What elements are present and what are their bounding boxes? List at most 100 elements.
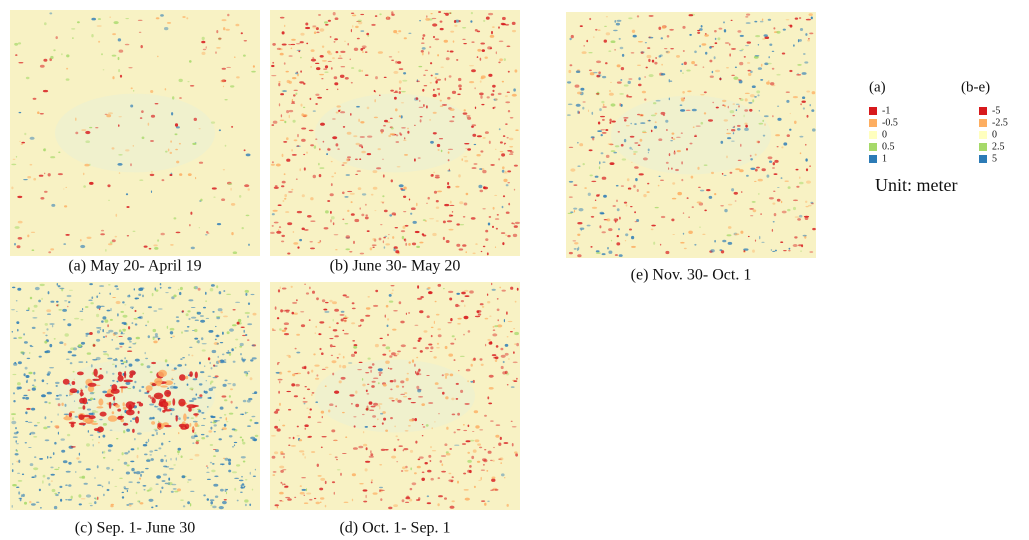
map-speckle [143,313,144,314]
map-speckle [723,21,725,23]
map-speckle [40,284,45,286]
map-speckle [414,158,416,161]
map-speckle [607,218,611,221]
map-speckle [728,226,732,229]
map-speckle [809,252,813,253]
map-speckle [777,106,779,107]
map-speckle [181,331,183,333]
map-speckle [318,475,322,477]
map-speckle [681,133,683,134]
map-speckle [202,52,206,55]
map-speckle [516,343,519,346]
map-speckle [333,319,334,322]
map-speckle [736,104,740,105]
map-speckle [457,323,461,325]
map-speckle [50,457,52,459]
map-speckle [156,483,159,485]
map-speckle [331,183,333,186]
map-speckle [218,308,223,311]
map-speckle [432,450,436,451]
map-speckle [793,244,798,247]
map-speckle [449,205,454,206]
map-speckle [121,363,124,364]
map-speckle [83,173,85,176]
map-speckle [40,65,45,68]
map-speckle [16,450,18,452]
map-speckle [343,162,348,164]
map-speckle [114,21,119,24]
map-speckle [332,118,336,119]
map-speckle [369,410,374,411]
map-speckle [341,319,344,322]
map-speckle [32,317,37,319]
map-speckle [119,172,120,173]
map-speckle [669,98,670,101]
map-speckle [432,233,436,236]
map-speckle [194,432,197,434]
map-speckle [727,137,731,139]
map-speckle [156,17,160,19]
map-speckle [748,73,751,76]
map-speckle [616,242,620,245]
map-speckle [196,394,198,396]
map-speckle [212,187,217,189]
map-speckle [382,195,384,197]
map-speckle [610,162,615,165]
map-speckle [451,215,454,217]
map-speckle [281,482,283,484]
map-speckle [23,333,25,335]
map-speckle [681,161,683,164]
map-speckle [320,497,324,499]
map-speckle [405,502,409,503]
map-speckle [719,28,723,30]
map-speckle [151,421,155,425]
map-speckle [599,161,600,164]
map-speckle [577,92,582,95]
map-speckle [611,240,612,242]
map-speckle [603,161,606,163]
map-speckle [221,429,223,430]
map-speckle [498,319,499,321]
map-speckle [737,125,741,127]
map-speckle [745,98,748,101]
map-speckle [240,492,243,493]
map-speckle [311,394,312,396]
map-speckle [745,93,750,94]
map-speckle [108,330,113,333]
map-speckle [311,451,315,453]
map-speckle [94,478,95,479]
map-speckle [66,78,70,80]
map-speckle [48,483,50,486]
map-speckle [348,363,352,364]
map-speckle [81,129,86,130]
map-speckle [804,216,809,218]
map-speckle [434,321,435,324]
map-speckle [187,326,190,328]
map-speckle [65,404,67,407]
map-speckle [646,67,648,69]
map-speckle [491,479,495,482]
map-speckle [211,470,215,473]
map-speckle [296,43,300,44]
map-speckle [614,218,618,221]
map-speckle [49,367,54,368]
map-speckle [769,44,772,46]
map-speckle [214,424,217,426]
map-speckle [285,486,289,488]
map-speckle [133,386,135,389]
map-panel [10,282,260,510]
map-speckle [394,355,397,356]
map-speckle [463,473,466,475]
map-speckle [116,438,118,439]
map-speckle [584,187,587,188]
map-speckle [141,386,144,388]
map-speckle [254,422,258,424]
map-speckle [807,115,809,118]
map-speckle [134,318,138,320]
map-speckle [216,317,220,319]
map-speckle [515,222,520,224]
map-speckle [248,371,251,372]
map-speckle [494,325,498,327]
map-speckle [704,210,707,212]
map-speckle [750,155,752,157]
